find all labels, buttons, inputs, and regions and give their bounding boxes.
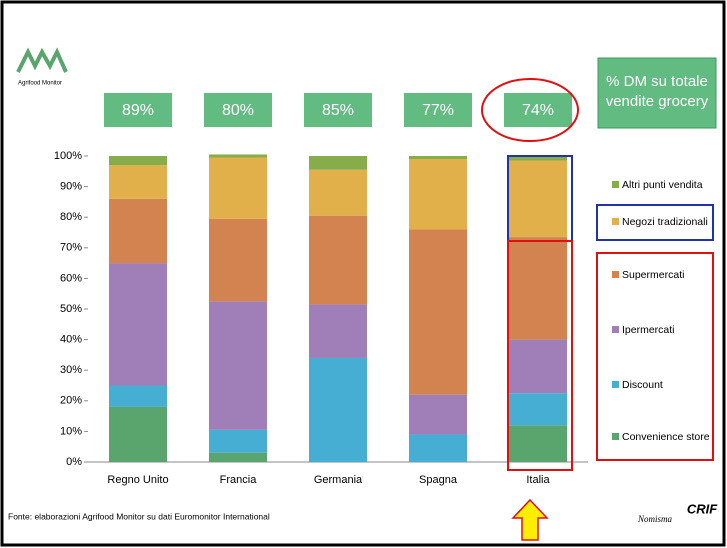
legend-swatch [612, 181, 619, 188]
bar-segment [109, 406, 167, 462]
bar-segment [309, 156, 367, 170]
bar-segment [509, 156, 567, 161]
bar-segment [109, 385, 167, 407]
logo-text: Agrifood Monitor [18, 81, 62, 87]
legend-swatch [612, 326, 619, 333]
source: Fonte: elaborazioni Agrifood Monitor su … [8, 511, 270, 521]
y-tick-label: 100% [54, 150, 82, 162]
legend-swatch [612, 271, 619, 278]
header-box [597, 57, 717, 129]
y-tick-label: 0% [66, 456, 82, 468]
y-tick-label: 80% [60, 211, 82, 223]
header-text: % DM su totale vendite grocery [605, 73, 709, 110]
y-tick-label: 30% [60, 364, 82, 376]
top-label-box [204, 93, 272, 127]
bar-highlight-red [507, 240, 573, 471]
legend-label: Ipermercati [622, 324, 675, 336]
legend-label: Convenience store [622, 431, 710, 443]
chart: 0% 10% 20% 30% 40% 50% 60% 70% 80% 90% 100% Regno U… [54, 93, 710, 486]
bar-segment [509, 393, 567, 426]
bar-segment [509, 237, 567, 340]
bar-segment [209, 154, 267, 158]
x-tick-label: Italia [526, 474, 550, 486]
bar-segment [309, 215, 367, 305]
top-label-box [304, 93, 372, 127]
bar-segment [409, 394, 467, 435]
x-tick-label: Spagna [419, 474, 458, 486]
top-label: 74% [522, 102, 554, 119]
top-label: 89% [122, 102, 154, 119]
bar-segment [409, 434, 467, 462]
top-label-box [504, 93, 572, 127]
top-label-box [104, 93, 172, 127]
bar-segment [109, 156, 167, 166]
y-tick-label: 50% [60, 303, 82, 315]
y-tick-label: 40% [60, 334, 82, 346]
bar-segment [409, 159, 467, 230]
bar-segment [109, 263, 167, 386]
logo-mark [16, 47, 68, 73]
bar-segment [109, 198, 167, 264]
x-tick-label: Francia [220, 474, 258, 486]
legend-highlight-red [596, 252, 714, 461]
bar-segment [209, 218, 267, 302]
bar-segment [209, 301, 267, 430]
y-tick-label: 10% [60, 425, 82, 437]
legend-label: Supermercati [622, 269, 684, 281]
bar-segment [209, 429, 267, 453]
top-label: 80% [222, 102, 254, 119]
logo-crif: CRIF [687, 501, 718, 516]
legend-swatch [612, 218, 619, 225]
legend-swatch [612, 433, 619, 440]
logo-nomisma: Nomisma [637, 514, 673, 524]
bar-segment [309, 357, 367, 462]
top-label: 77% [422, 102, 454, 119]
bar-segment [509, 160, 567, 238]
top-label: 85% [322, 102, 354, 119]
bar-segment [509, 339, 567, 394]
x-tick-label: Germania [314, 474, 363, 486]
legend-label: Negozi tradizionali [622, 216, 708, 228]
y-tick-label: 20% [60, 395, 82, 407]
y-tick-label: 60% [60, 272, 82, 284]
arrow [511, 498, 549, 541]
bar-segment [109, 165, 167, 199]
legend-swatch [612, 381, 619, 388]
legend-label: Altri punti vendita [622, 179, 703, 191]
y-tick-label: 90% [60, 181, 82, 193]
bar-segment [209, 157, 267, 219]
top-label-box [404, 93, 472, 127]
legend-label: Discount [622, 379, 663, 391]
bar-segment [409, 229, 467, 395]
legend-highlight-blue [596, 204, 714, 241]
bar-segment [509, 425, 567, 462]
x-tick-label: Regno Unito [107, 474, 168, 486]
y-tick-label: 70% [60, 242, 82, 254]
bar-segment [409, 156, 467, 160]
bar-segment [209, 452, 267, 462]
bar-segment [309, 304, 367, 358]
bar-segment [309, 169, 367, 216]
highlight-ellipse [481, 78, 579, 142]
header-box-text-wrap: % DM su totale vendite grocery [605, 73, 709, 110]
